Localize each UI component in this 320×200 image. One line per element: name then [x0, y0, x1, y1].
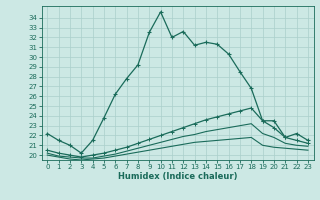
- X-axis label: Humidex (Indice chaleur): Humidex (Indice chaleur): [118, 172, 237, 181]
